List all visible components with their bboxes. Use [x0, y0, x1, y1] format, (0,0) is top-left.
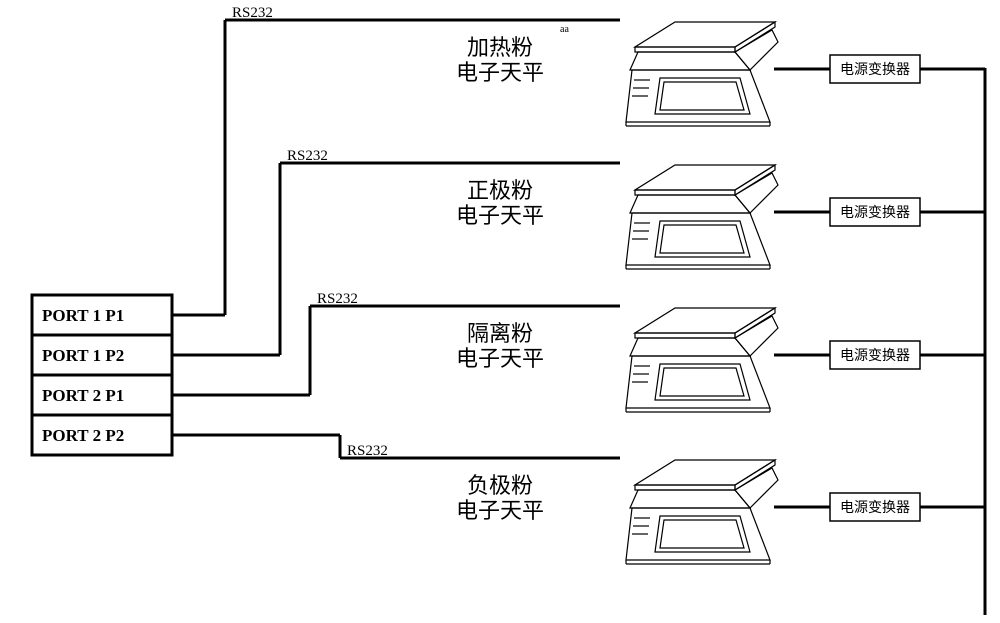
converter-3: 电源变换器 — [774, 493, 985, 521]
balance-label-2: 隔离粉电子天平 — [456, 321, 544, 371]
svg-text:电子天平: 电子天平 — [456, 346, 544, 371]
balance-label-0: 加热粉电子天平 — [456, 35, 544, 85]
balance-1 — [626, 165, 778, 269]
svg-text:PORT 1 P1: PORT 1 P1 — [42, 306, 124, 325]
svg-text:加热粉: 加热粉 — [467, 35, 533, 60]
svg-text:电子天平: 电子天平 — [456, 60, 544, 85]
balance-3 — [626, 460, 778, 564]
svg-text:PORT 2 P2: PORT 2 P2 — [42, 426, 124, 445]
balance-0 — [626, 22, 778, 126]
balance-label-1: 正极粉电子天平 — [456, 178, 544, 228]
route-0: RS232 — [172, 5, 620, 315]
svg-text:电源变换器: 电源变换器 — [840, 204, 910, 221]
balance-2 — [626, 308, 778, 412]
route-2: RS232 — [172, 291, 620, 395]
route-3: RS232 — [172, 435, 620, 459]
svg-text:负极粉: 负极粉 — [467, 473, 533, 498]
svg-text:电源变换器: 电源变换器 — [840, 61, 910, 78]
svg-text:RS232: RS232 — [317, 291, 358, 307]
svg-text:电子天平: 电子天平 — [456, 203, 544, 228]
svg-text:电源变换器: 电源变换器 — [840, 499, 910, 516]
svg-text:RS232: RS232 — [232, 5, 273, 21]
svg-text:aa: aa — [560, 24, 569, 35]
converter-2: 电源变换器 — [774, 341, 985, 369]
svg-text:PORT 1 P2: PORT 1 P2 — [42, 346, 124, 365]
route-1: RS232 — [172, 148, 620, 355]
port-hub: PORT 1 P1 PORT 1 P2 PORT 2 P1 PORT 2 P2 — [32, 295, 172, 455]
svg-text:电源变换器: 电源变换器 — [840, 347, 910, 364]
svg-text:电子天平: 电子天平 — [456, 498, 544, 523]
balance-label-3: 负极粉电子天平 — [456, 473, 544, 523]
svg-text:RS232: RS232 — [287, 148, 328, 164]
converter-1: 电源变换器 — [774, 198, 985, 226]
svg-text:隔离粉: 隔离粉 — [467, 321, 533, 346]
svg-text:正极粉: 正极粉 — [467, 178, 533, 203]
svg-text:RS232: RS232 — [347, 443, 388, 459]
svg-text:PORT 2 P1: PORT 2 P1 — [42, 386, 124, 405]
converter-0: 电源变换器 — [774, 55, 985, 83]
